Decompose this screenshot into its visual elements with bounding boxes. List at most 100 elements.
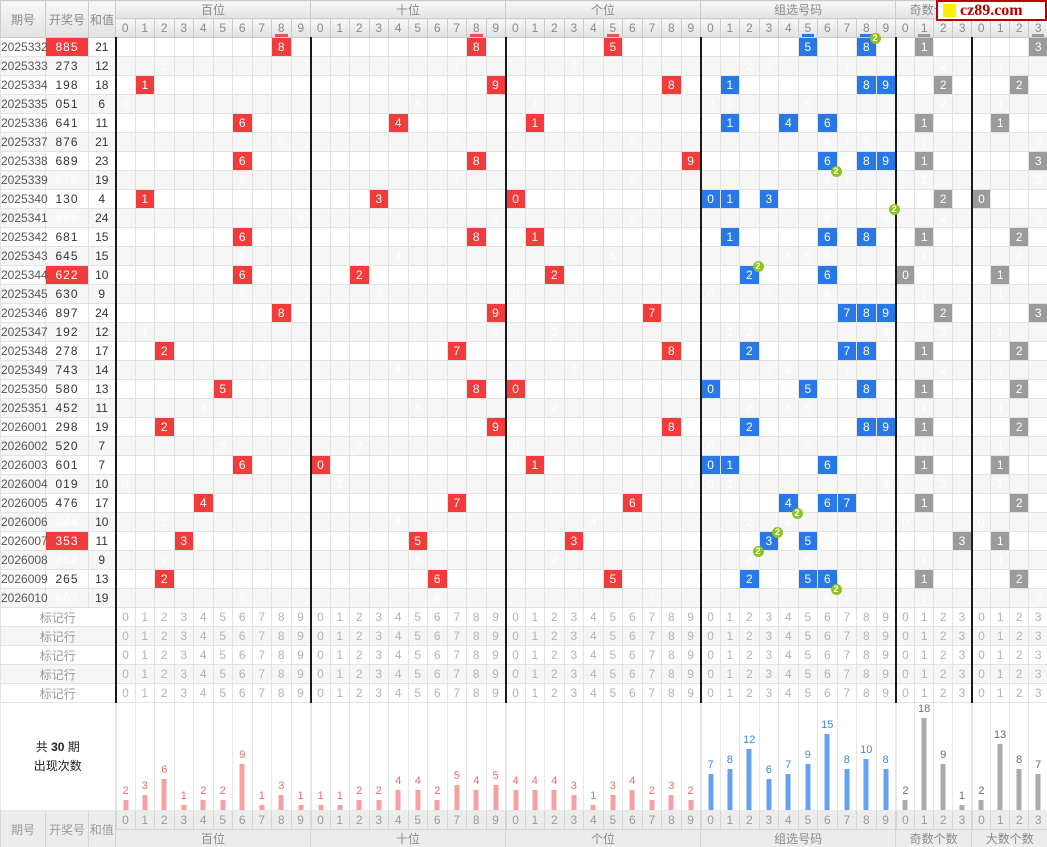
mark-cell-0-5[interactable]: 5 bbox=[212, 645, 233, 665]
mark-cell-0-9[interactable]: 9 bbox=[290, 683, 312, 703]
mark-cell-0-7[interactable]: 7 bbox=[251, 664, 272, 684]
mark-cell-1-6[interactable]: 6 bbox=[427, 683, 448, 703]
mark-cell-3-7[interactable]: 7 bbox=[836, 607, 858, 627]
mark-cell-1-2[interactable]: 2 bbox=[349, 626, 370, 646]
mark-cell-1-1[interactable]: 1 bbox=[329, 607, 351, 627]
mark-cell-0-0[interactable]: 0 bbox=[114, 626, 136, 646]
mark-cell-1-0[interactable]: 0 bbox=[309, 683, 331, 703]
mark-cell-3-0[interactable]: 0 bbox=[699, 626, 721, 646]
mark-cell-1-0[interactable]: 0 bbox=[309, 626, 331, 646]
mark-cell-3-5[interactable]: 5 bbox=[797, 607, 819, 627]
mark-cell-1-8[interactable]: 8 bbox=[466, 626, 487, 646]
mark-cell-1-4[interactable]: 4 bbox=[388, 645, 409, 665]
mark-cell-2-3[interactable]: 3 bbox=[563, 626, 585, 646]
mark-cell-4-1[interactable]: 1 bbox=[914, 645, 935, 665]
mark-cell-1-9[interactable]: 9 bbox=[485, 626, 507, 646]
mark-cell-1-3[interactable]: 3 bbox=[368, 607, 390, 627]
mark-cell-0-8[interactable]: 8 bbox=[271, 626, 292, 646]
mark-cell-5-3[interactable]: 3 bbox=[1028, 664, 1047, 684]
mark-cell-2-7[interactable]: 7 bbox=[641, 645, 663, 665]
mark-cell-2-3[interactable]: 3 bbox=[563, 664, 585, 684]
mark-cell-0-3[interactable]: 3 bbox=[173, 626, 194, 646]
mark-cell-5-1[interactable]: 1 bbox=[990, 683, 1011, 703]
mark-cell-3-4[interactable]: 4 bbox=[778, 607, 799, 627]
mark-cell-3-6[interactable]: 6 bbox=[817, 645, 838, 665]
mark-cell-2-4[interactable]: 4 bbox=[583, 607, 604, 627]
mark-cell-4-2[interactable]: 2 bbox=[933, 645, 954, 665]
mark-cell-0-7[interactable]: 7 bbox=[251, 607, 272, 627]
mark-cell-2-9[interactable]: 9 bbox=[680, 664, 702, 684]
mark-cell-5-2[interactable]: 2 bbox=[1009, 607, 1030, 627]
mark-cell-0-0[interactable]: 0 bbox=[114, 683, 136, 703]
mark-cell-3-4[interactable]: 4 bbox=[778, 645, 799, 665]
mark-cell-1-2[interactable]: 2 bbox=[349, 607, 370, 627]
mark-cell-3-2[interactable]: 2 bbox=[739, 626, 760, 646]
mark-cell-3-6[interactable]: 6 bbox=[817, 664, 838, 684]
mark-cell-5-0[interactable]: 0 bbox=[970, 683, 992, 703]
mark-cell-5-1[interactable]: 1 bbox=[990, 607, 1011, 627]
mark-cell-3-4[interactable]: 4 bbox=[778, 683, 799, 703]
mark-cell-3-2[interactable]: 2 bbox=[739, 683, 760, 703]
mark-cell-1-2[interactable]: 2 bbox=[349, 683, 370, 703]
mark-cell-2-0[interactable]: 0 bbox=[504, 645, 526, 665]
mark-cell-1-4[interactable]: 4 bbox=[388, 664, 409, 684]
mark-cell-3-8[interactable]: 8 bbox=[856, 607, 877, 627]
mark-cell-2-4[interactable]: 4 bbox=[583, 626, 604, 646]
mark-cell-5-3[interactable]: 3 bbox=[1028, 607, 1047, 627]
mark-cell-3-6[interactable]: 6 bbox=[817, 607, 838, 627]
mark-cell-4-3[interactable]: 3 bbox=[952, 683, 973, 703]
mark-cell-3-9[interactable]: 9 bbox=[875, 645, 897, 665]
mark-cell-1-9[interactable]: 9 bbox=[485, 645, 507, 665]
mark-cell-2-2[interactable]: 2 bbox=[544, 645, 565, 665]
mark-cell-3-1[interactable]: 1 bbox=[719, 664, 741, 684]
mark-cell-0-5[interactable]: 5 bbox=[212, 607, 233, 627]
mark-cell-0-1[interactable]: 1 bbox=[134, 607, 155, 627]
mark-cell-0-1[interactable]: 1 bbox=[134, 664, 155, 684]
mark-cell-3-7[interactable]: 7 bbox=[836, 626, 858, 646]
mark-cell-5-3[interactable]: 3 bbox=[1028, 626, 1047, 646]
mark-cell-2-1[interactable]: 1 bbox=[524, 645, 546, 665]
mark-cell-4-2[interactable]: 2 bbox=[933, 607, 954, 627]
mark-cell-3-6[interactable]: 6 bbox=[817, 626, 838, 646]
mark-cell-1-7[interactable]: 7 bbox=[446, 683, 468, 703]
mark-cell-3-0[interactable]: 0 bbox=[699, 683, 721, 703]
mark-cell-5-1[interactable]: 1 bbox=[990, 664, 1011, 684]
mark-cell-3-3[interactable]: 3 bbox=[758, 664, 780, 684]
mark-cell-1-9[interactable]: 9 bbox=[485, 607, 507, 627]
mark-cell-0-8[interactable]: 8 bbox=[271, 607, 292, 627]
mark-cell-0-7[interactable]: 7 bbox=[251, 683, 272, 703]
mark-cell-4-0[interactable]: 0 bbox=[894, 664, 916, 684]
mark-cell-4-3[interactable]: 3 bbox=[952, 607, 973, 627]
mark-cell-2-4[interactable]: 4 bbox=[583, 664, 604, 684]
mark-cell-0-5[interactable]: 5 bbox=[212, 626, 233, 646]
mark-cell-3-3[interactable]: 3 bbox=[758, 645, 780, 665]
mark-cell-4-1[interactable]: 1 bbox=[914, 607, 935, 627]
mark-cell-3-9[interactable]: 9 bbox=[875, 607, 897, 627]
mark-cell-1-4[interactable]: 4 bbox=[388, 626, 409, 646]
mark-cell-2-4[interactable]: 4 bbox=[583, 645, 604, 665]
mark-cell-3-7[interactable]: 7 bbox=[836, 664, 858, 684]
mark-cell-2-6[interactable]: 6 bbox=[622, 683, 643, 703]
mark-cell-2-7[interactable]: 7 bbox=[641, 626, 663, 646]
mark-cell-0-7[interactable]: 7 bbox=[251, 645, 272, 665]
mark-cell-5-0[interactable]: 0 bbox=[970, 626, 992, 646]
mark-cell-0-2[interactable]: 2 bbox=[154, 664, 175, 684]
mark-cell-3-2[interactable]: 2 bbox=[739, 664, 760, 684]
mark-cell-2-2[interactable]: 2 bbox=[544, 626, 565, 646]
mark-cell-5-2[interactable]: 2 bbox=[1009, 683, 1030, 703]
mark-cell-3-1[interactable]: 1 bbox=[719, 645, 741, 665]
mark-cell-1-0[interactable]: 0 bbox=[309, 645, 331, 665]
mark-cell-2-0[interactable]: 0 bbox=[504, 607, 526, 627]
mark-cell-1-2[interactable]: 2 bbox=[349, 645, 370, 665]
mark-cell-0-5[interactable]: 5 bbox=[212, 664, 233, 684]
mark-cell-5-2[interactable]: 2 bbox=[1009, 645, 1030, 665]
mark-cell-1-3[interactable]: 3 bbox=[368, 683, 390, 703]
mark-cell-0-1[interactable]: 1 bbox=[134, 645, 155, 665]
mark-cell-1-9[interactable]: 9 bbox=[485, 664, 507, 684]
mark-cell-0-0[interactable]: 0 bbox=[114, 645, 136, 665]
mark-cell-0-5[interactable]: 5 bbox=[212, 683, 233, 703]
mark-cell-1-1[interactable]: 1 bbox=[329, 683, 351, 703]
mark-cell-1-7[interactable]: 7 bbox=[446, 664, 468, 684]
mark-cell-3-2[interactable]: 2 bbox=[739, 645, 760, 665]
mark-cell-5-2[interactable]: 2 bbox=[1009, 664, 1030, 684]
